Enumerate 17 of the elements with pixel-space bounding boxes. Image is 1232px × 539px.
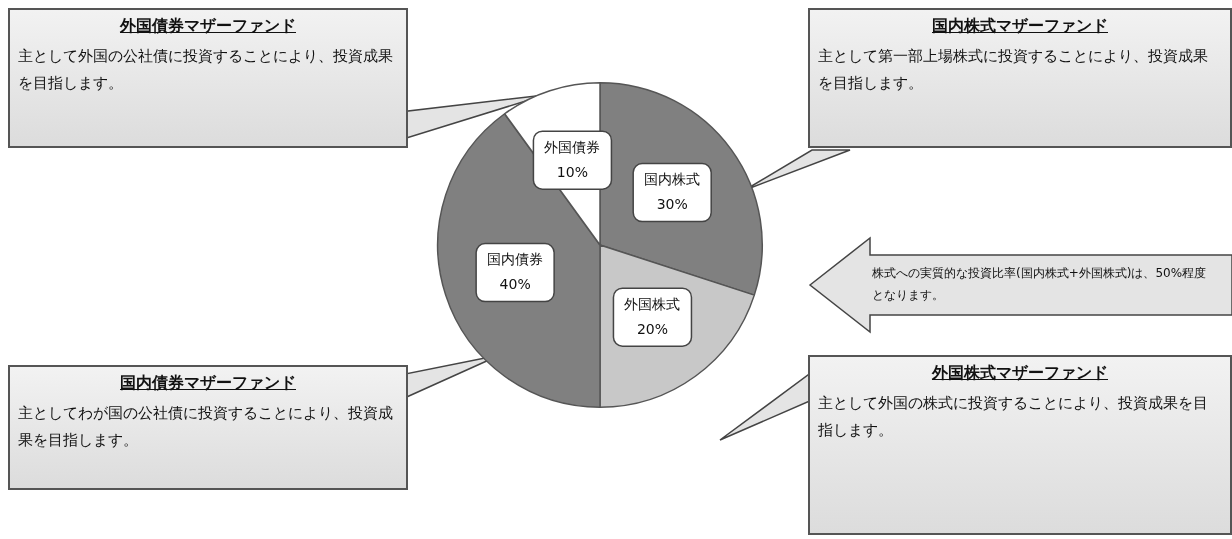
text: 主として外国の株式に投資することにより、投資成果を目指します。: [818, 393, 1209, 441]
text: 国内債券マザーファンド: [119, 373, 297, 394]
text: 主として外国の公社債に投資することにより、投資成果を目指します。: [18, 46, 394, 94]
slice-label: 外国債券: [544, 138, 601, 155]
text: 外国債券マザーファンド: [118, 16, 297, 37]
data-label: 10%: [556, 163, 588, 180]
data-label: 40%: [499, 276, 531, 293]
slice-label: 外国株式: [624, 295, 681, 312]
text: 主としてわが国の公社債に投資することにより、投資成果を目指します。: [18, 403, 394, 451]
data-label: 20%: [636, 320, 669, 337]
text: 外国株式マザーファンド: [930, 363, 1109, 384]
text: 株式への実質的な投資比率(国内株式+外国株式)は、50%程度となります。: [872, 265, 1208, 304]
text: 国内株式マザーファンド: [931, 16, 1109, 37]
data-label: 30%: [656, 196, 688, 213]
text: 主として第一部上場株式に投資することにより、投資成果を目指します。: [818, 46, 1209, 94]
slice-label: 国内株式: [644, 171, 701, 188]
slice-label: 国内債券: [487, 251, 544, 268]
